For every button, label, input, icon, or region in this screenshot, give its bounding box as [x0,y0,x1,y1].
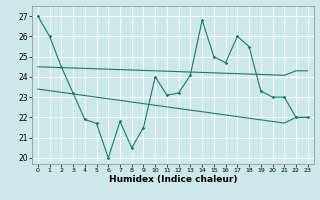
X-axis label: Humidex (Indice chaleur): Humidex (Indice chaleur) [108,175,237,184]
